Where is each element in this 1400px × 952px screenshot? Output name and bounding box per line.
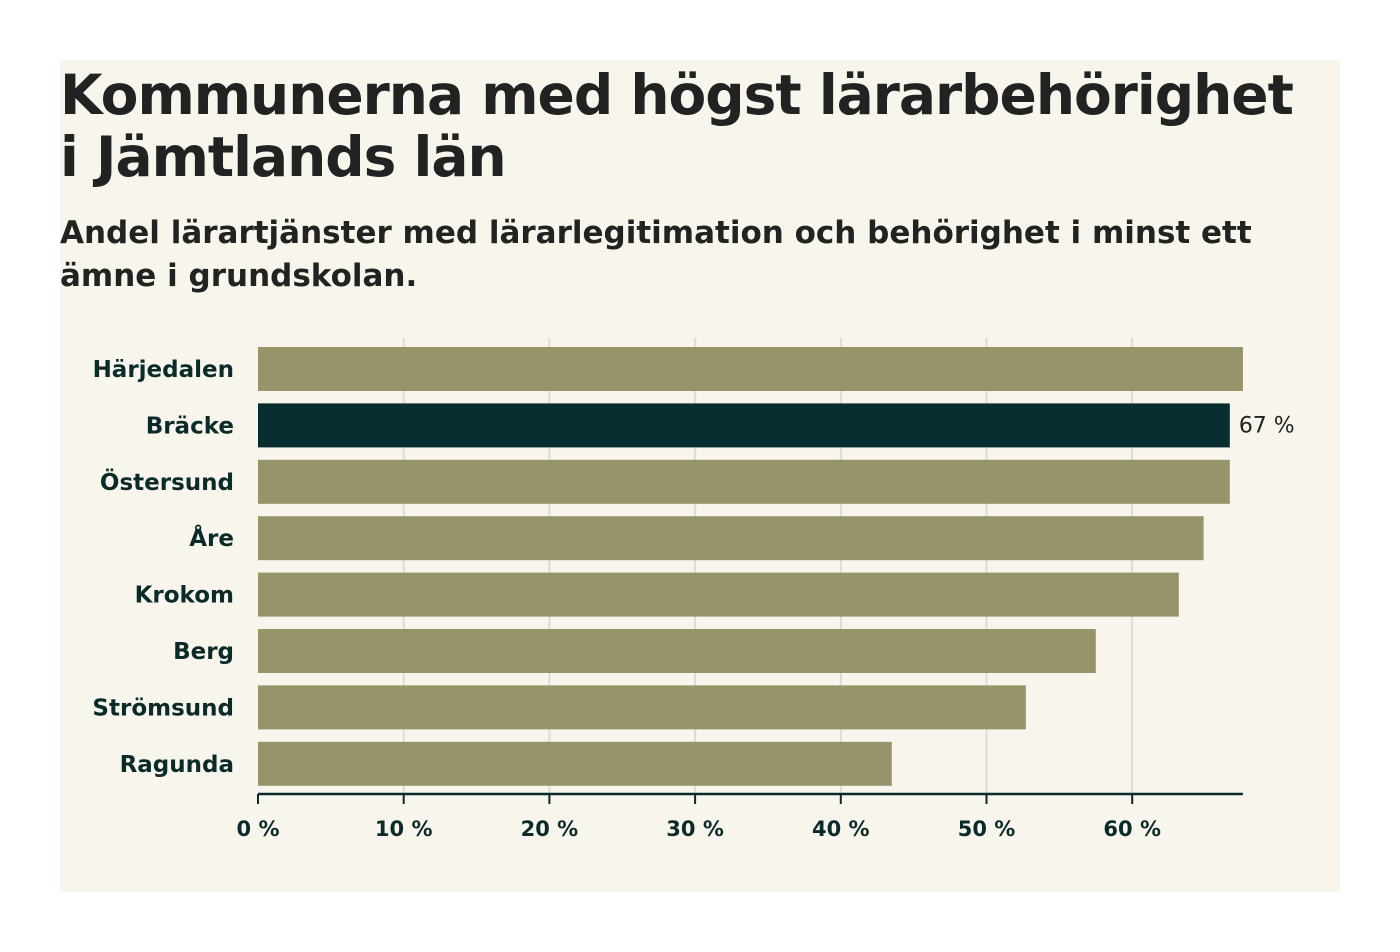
x-tick-label: 20 % [521, 817, 579, 841]
x-tick-label: 40 % [812, 817, 870, 841]
category-label-ragunda: Ragunda [120, 752, 234, 778]
bar-ostersund [258, 459, 1230, 504]
x-tick-label: 60 % [1103, 817, 1161, 841]
bar-chart: Härjedalen Bräcke Östersund Åre Krokom Berg St… [92, 338, 1295, 841]
category-label-bracke: Bräcke [146, 413, 234, 439]
category-label-stromsund: Strömsund [92, 695, 234, 721]
data-labels: 67 % [1239, 413, 1295, 438]
chart-card: Kommunerna med högst lärarbehörighet i J… [60, 60, 1340, 892]
category-label-berg: Berg [173, 639, 234, 665]
bar-krokom [258, 572, 1179, 617]
x-tick-label: 0 % [237, 817, 280, 841]
x-tick-label: 50 % [958, 817, 1016, 841]
data-label-bracke: 67 % [1239, 413, 1295, 438]
bar-berg [258, 629, 1096, 673]
category-label-harjedalen: Härjedalen [93, 357, 234, 383]
bar-are [258, 516, 1204, 561]
chart-subtitle: Andel lärartjänster med lärarlegitimatio… [60, 215, 1252, 294]
bar-ragunda [258, 741, 892, 786]
bar-stromsund [258, 685, 1026, 730]
bars [258, 347, 1243, 786]
x-axis: 0 % 10 % 20 % 30 % 40 % 50 % 60 % [237, 792, 1243, 841]
chart-title: Kommunerna med högst lärarbehörighet i J… [60, 63, 1294, 189]
bar-bracke [258, 403, 1230, 448]
category-labels: Härjedalen Bräcke Östersund Åre Krokom Berg St… [92, 357, 234, 778]
category-label-ostersund: Östersund [100, 468, 234, 496]
category-label-are: Åre [189, 524, 234, 552]
category-label-krokom: Krokom [135, 583, 234, 609]
bar-harjedalen [258, 347, 1243, 391]
x-tick-label: 10 % [375, 817, 433, 841]
x-tick-label: 30 % [666, 817, 724, 841]
